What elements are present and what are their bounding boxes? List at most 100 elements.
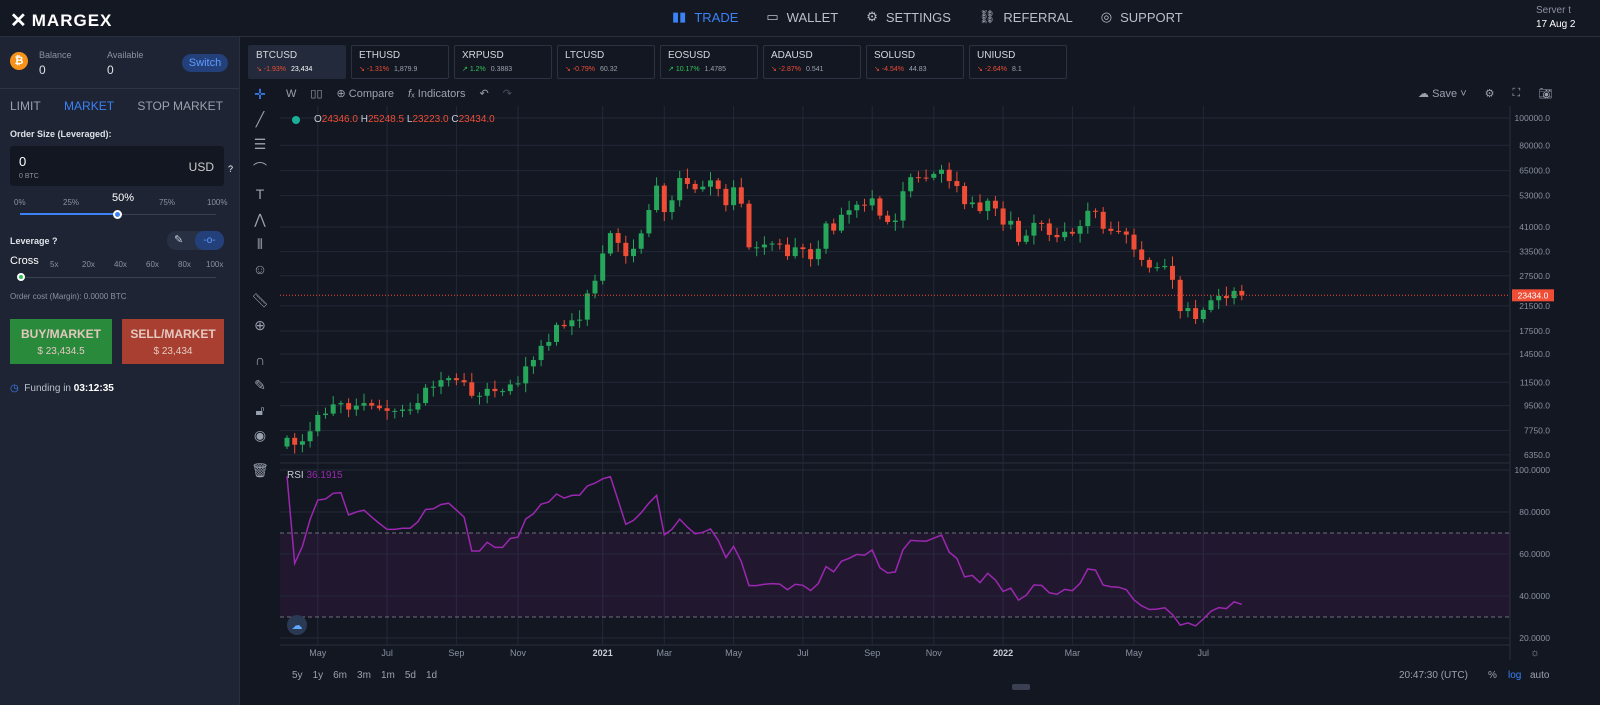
- leverage-mark[interactable]: Cross: [10, 255, 39, 267]
- leverage-mark[interactable]: 20x: [82, 260, 95, 269]
- candle-down: [1093, 210, 1098, 212]
- candle-down: [369, 403, 375, 406]
- order-size-btc: 0 BTC: [19, 173, 39, 180]
- redo-icon[interactable]: ↷: [502, 88, 512, 100]
- percent-mark[interactable]: 100%: [207, 198, 228, 207]
- range-5d[interactable]: 5d: [404, 670, 416, 681]
- leverage-mark[interactable]: 80x: [178, 260, 191, 269]
- percent-mark[interactable]: 0%: [14, 198, 26, 207]
- last-price-label: 23434.0: [1518, 290, 1549, 300]
- trash-icon[interactable]: 🗑︎: [251, 462, 269, 478]
- candle-up: [731, 187, 737, 206]
- crosshair-icon[interactable]: ✛: [254, 86, 266, 102]
- fullscreen-icon[interactable]: ⛶: [1512, 87, 1521, 99]
- percent-mark[interactable]: 25%: [63, 198, 80, 207]
- slider-handle[interactable]: [113, 210, 122, 219]
- rsi-line: [286, 475, 1243, 627]
- emoji-icon[interactable]: ☺: [252, 261, 268, 277]
- help-icon[interactable]: ?: [228, 164, 234, 174]
- order-size-input[interactable]: 0 0 BTC USD: [10, 146, 224, 186]
- auto-toggle[interactable]: auto: [1530, 670, 1550, 681]
- candle-up: [823, 223, 829, 249]
- pattern-icon[interactable]: ⋀: [254, 211, 266, 227]
- slider-mode-icon[interactable]: -o-: [195, 231, 224, 250]
- candle-up: [299, 441, 305, 445]
- candle-up: [1185, 308, 1191, 312]
- ticker-tab-btcusd[interactable]: BTCUSD ↘ -1.93% 23,434: [248, 45, 346, 79]
- leverage-mark[interactable]: 40x: [114, 260, 127, 269]
- nav-referral[interactable]: ⛓ REFERRAL: [978, 9, 1073, 25]
- resize-handle[interactable]: [1012, 684, 1030, 690]
- percent-mark[interactable]: 50%: [112, 192, 135, 204]
- forecast-icon[interactable]: ⫴: [257, 236, 263, 252]
- compare-button[interactable]: ⊕ Compare: [336, 88, 395, 100]
- rsi-legend: RSI 36.1915: [287, 470, 343, 481]
- ticker-tab-solusd[interactable]: SOLUSD ↘ -4.54% 44.83: [866, 45, 964, 79]
- leverage-mode-toggle[interactable]: ✎ -o-: [167, 231, 224, 250]
- tab-market[interactable]: MARKET: [64, 99, 115, 113]
- ticker-tab-uniusd[interactable]: UNIUSD ↘ -2.64% 8.1: [969, 45, 1067, 79]
- nav-support[interactable]: ◎ SUPPORT: [1100, 9, 1183, 25]
- candle-down: [376, 405, 382, 409]
- candle-up: [307, 431, 313, 442]
- buy-market-button[interactable]: BUY/MARKET $ 23,434.5: [10, 319, 112, 364]
- candle-up: [500, 391, 506, 393]
- balance-value: 0: [39, 63, 46, 77]
- axis-settings-icon[interactable]: ☼: [1530, 647, 1540, 659]
- candle-up: [315, 414, 321, 432]
- path-icon[interactable]: ⌒: [253, 161, 267, 177]
- time-tick-label: May: [1125, 648, 1143, 658]
- range-6m[interactable]: 6m: [333, 670, 348, 681]
- interval-button[interactable]: W: [286, 87, 297, 100]
- pencil-icon[interactable]: ✎: [174, 234, 184, 246]
- brand-logo[interactable]: ✕ MARGEX: [10, 10, 113, 32]
- horizontal-lines-icon[interactable]: ☰: [253, 136, 267, 152]
- ticker-tab-xrpusd[interactable]: XRPUSD ↗ 1.2% 0.3883: [454, 45, 552, 79]
- lock-drawing-icon[interactable]: ✎: [254, 377, 266, 393]
- range-3m[interactable]: 3m: [357, 670, 371, 681]
- tab-stop-market[interactable]: STOP MARKET: [137, 99, 223, 113]
- switch-button[interactable]: Switch: [182, 54, 228, 72]
- undo-icon[interactable]: ↶: [479, 88, 489, 100]
- settings-icon[interactable]: ⚙: [1484, 88, 1495, 100]
- trend-line-icon[interactable]: ╱: [255, 111, 265, 127]
- text-icon[interactable]: T: [255, 186, 265, 202]
- nav-settings[interactable]: ⚙ SETTINGS: [866, 9, 951, 25]
- zoom-in-icon[interactable]: ⊕: [254, 317, 266, 333]
- indicators-button[interactable]: fₓ Indicators: [408, 87, 466, 100]
- leverage-track[interactable]: [20, 277, 216, 278]
- unlock-icon[interactable]: 🔓︎: [255, 402, 265, 418]
- range-5y[interactable]: 5y: [292, 670, 303, 681]
- candle-down: [977, 202, 983, 212]
- candle-type-icon[interactable]: ▯▯: [310, 88, 323, 100]
- candle-down: [1223, 296, 1229, 299]
- percent-toggle[interactable]: %: [1488, 670, 1497, 681]
- leverage-handle[interactable]: [17, 273, 25, 281]
- range-1m[interactable]: 1m: [380, 670, 395, 681]
- log-toggle[interactable]: log: [1508, 670, 1522, 681]
- eye-icon[interactable]: ◉: [253, 427, 267, 443]
- leverage-mark[interactable]: 60x: [146, 260, 159, 269]
- ticker-tab-ltcusd[interactable]: LTCUSD ↘ -0.79% 60.32: [557, 45, 655, 79]
- leverage-mark[interactable]: 100x: [206, 260, 224, 269]
- ticker-tab-adausd[interactable]: ADAUSD ↘ -2.87% 0.541: [763, 45, 861, 79]
- time-tick-label: Mar: [1065, 648, 1081, 658]
- ticker-tab-ethusd[interactable]: ETHUSD ↘ -1.31% 1,879.9: [351, 45, 449, 79]
- sell-market-button[interactable]: SELL/MARKET $ 23,434: [122, 319, 224, 364]
- ticker-tab-eosusd[interactable]: EOSUSD ↗ 10.17% 1.4785: [660, 45, 758, 79]
- save-button[interactable]: ☁ Save ˅: [1418, 88, 1467, 100]
- ruler-icon[interactable]: 📏︎: [251, 292, 269, 308]
- ticker-tabs: BTCUSD ↘ -1.93% 23,434 ETHUSD ↘ -1.31% 1,879.…: [248, 45, 1067, 79]
- percent-mark[interactable]: 75%: [159, 198, 176, 207]
- magnet-icon[interactable]: ∩: [254, 352, 266, 368]
- candle-down: [1100, 211, 1106, 229]
- leverage-mark[interactable]: 5x: [50, 260, 59, 269]
- price-tick-label: 41000.0: [1519, 222, 1550, 232]
- range-1y[interactable]: 1y: [312, 670, 324, 681]
- nav-trade[interactable]: ▮▮ TRADE: [672, 9, 739, 25]
- tab-limit[interactable]: LIMIT: [10, 99, 41, 113]
- screenshot-icon[interactable]: 📷︎: [1538, 88, 1553, 100]
- nav-wallet[interactable]: ▭ WALLET: [766, 9, 839, 25]
- range-1d[interactable]: 1d: [425, 670, 438, 681]
